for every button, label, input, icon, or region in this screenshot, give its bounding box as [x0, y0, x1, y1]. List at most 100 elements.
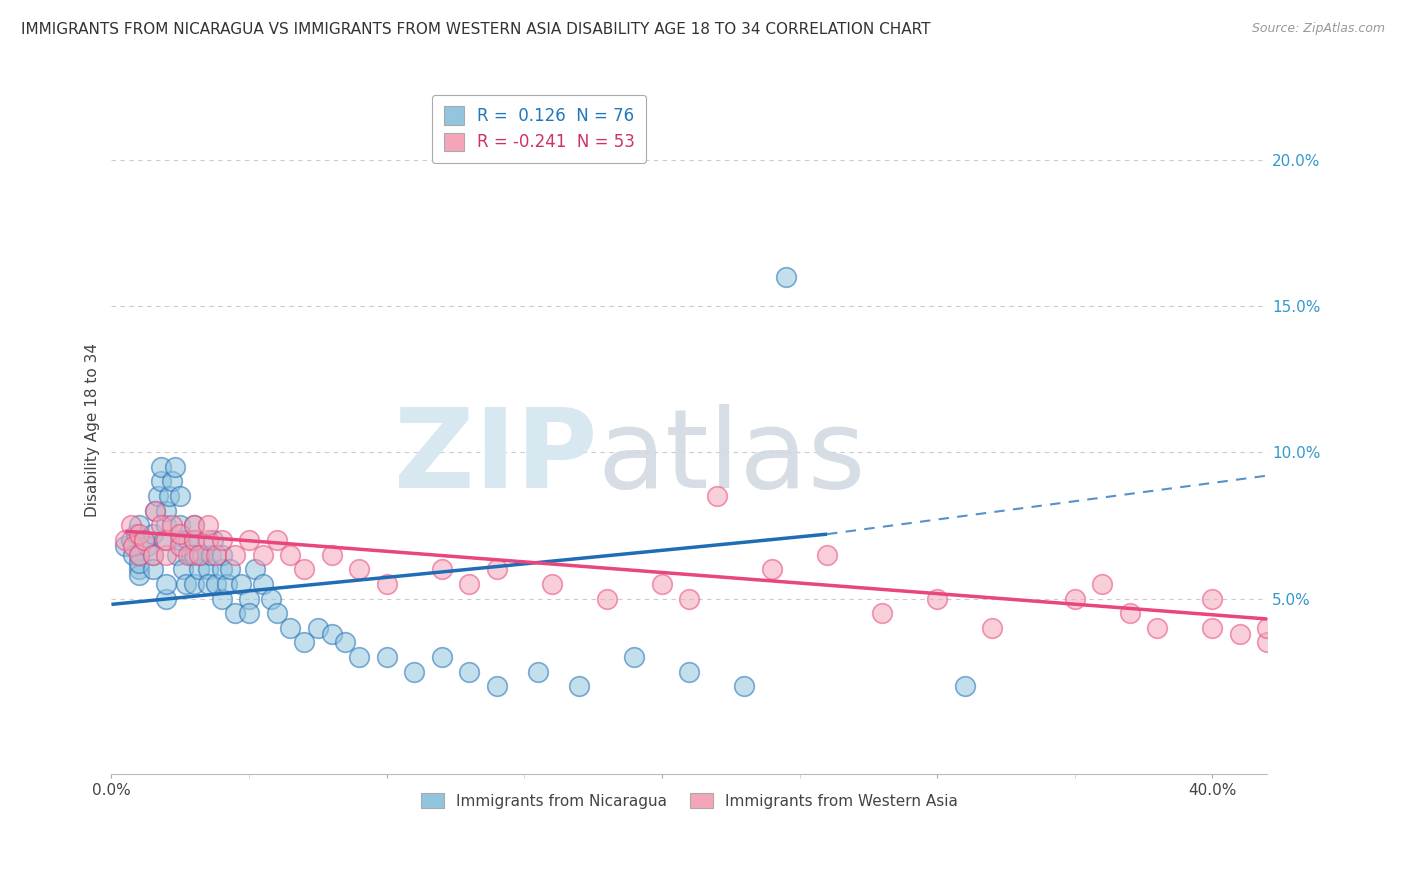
Point: [169, 518, 191, 533]
Point: [540, 577, 562, 591]
Text: ZIP: ZIP: [394, 404, 598, 511]
Point: [205, 577, 228, 591]
Point: [128, 548, 150, 562]
Point: [155, 504, 177, 518]
Point: [125, 527, 148, 541]
Point: [252, 548, 274, 562]
Point: [761, 562, 783, 576]
Point: [155, 548, 177, 562]
Point: [197, 533, 219, 547]
Point: [183, 533, 205, 547]
Point: [981, 621, 1004, 635]
Point: [568, 679, 591, 693]
Point: [458, 577, 481, 591]
Point: [266, 606, 288, 620]
Point: [197, 562, 219, 576]
Point: [197, 577, 219, 591]
Point: [224, 606, 246, 620]
Point: [224, 548, 246, 562]
Point: [128, 557, 150, 571]
Point: [157, 489, 180, 503]
Point: [142, 527, 165, 541]
Point: [623, 650, 645, 665]
Point: [1091, 577, 1114, 591]
Point: [142, 548, 165, 562]
Point: [430, 562, 453, 576]
Point: [155, 591, 177, 606]
Point: [114, 539, 136, 553]
Point: [177, 533, 200, 547]
Point: [205, 548, 228, 562]
Point: [155, 518, 177, 533]
Point: [215, 577, 238, 591]
Point: [128, 568, 150, 582]
Point: [252, 577, 274, 591]
Point: [485, 679, 508, 693]
Point: [169, 527, 191, 541]
Text: IMMIGRANTS FROM NICARAGUA VS IMMIGRANTS FROM WESTERN ASIA DISABILITY AGE 18 TO 3: IMMIGRANTS FROM NICARAGUA VS IMMIGRANTS …: [21, 22, 931, 37]
Point: [278, 548, 301, 562]
Point: [218, 562, 240, 576]
Point: [202, 533, 225, 547]
Point: [128, 527, 150, 541]
Point: [114, 533, 136, 547]
Point: [651, 577, 673, 591]
Point: [1146, 621, 1168, 635]
Point: [149, 459, 172, 474]
Point: [870, 606, 893, 620]
Point: [120, 533, 142, 547]
Point: [120, 518, 142, 533]
Point: [260, 591, 283, 606]
Point: [238, 591, 260, 606]
Point: [1119, 606, 1142, 620]
Legend: Immigrants from Nicaragua, Immigrants from Western Asia: Immigrants from Nicaragua, Immigrants fr…: [415, 787, 965, 814]
Text: atlas: atlas: [598, 404, 866, 511]
Point: [155, 533, 177, 547]
Point: [678, 591, 700, 606]
Point: [527, 665, 550, 679]
Point: [142, 548, 165, 562]
Point: [148, 489, 170, 503]
Point: [266, 533, 288, 547]
Point: [596, 591, 619, 606]
Point: [1201, 621, 1223, 635]
Point: [347, 650, 370, 665]
Point: [278, 621, 301, 635]
Point: [775, 269, 797, 284]
Point: [1063, 591, 1085, 606]
Point: [375, 650, 398, 665]
Point: [404, 665, 426, 679]
Point: [678, 665, 700, 679]
Point: [211, 548, 233, 562]
Point: [430, 650, 453, 665]
Point: [188, 548, 211, 562]
Point: [927, 591, 949, 606]
Point: [145, 504, 167, 518]
Point: [177, 548, 200, 562]
Point: [180, 548, 202, 562]
Point: [134, 533, 156, 547]
Point: [706, 489, 728, 503]
Point: [174, 577, 197, 591]
Point: [1201, 591, 1223, 606]
Point: [815, 548, 838, 562]
Point: [321, 626, 343, 640]
Point: [160, 475, 183, 489]
Point: [1229, 626, 1251, 640]
Point: [335, 635, 357, 649]
Point: [1256, 621, 1278, 635]
Y-axis label: Disability Age 18 to 34: Disability Age 18 to 34: [86, 343, 100, 517]
Point: [169, 539, 191, 553]
Point: [183, 577, 205, 591]
Point: [155, 577, 177, 591]
Point: [145, 504, 167, 518]
Point: [163, 459, 186, 474]
Point: [734, 679, 756, 693]
Point: [122, 548, 145, 562]
Point: [375, 577, 398, 591]
Point: [149, 475, 172, 489]
Point: [183, 518, 205, 533]
Point: [142, 562, 165, 576]
Point: [485, 562, 508, 576]
Point: [211, 533, 233, 547]
